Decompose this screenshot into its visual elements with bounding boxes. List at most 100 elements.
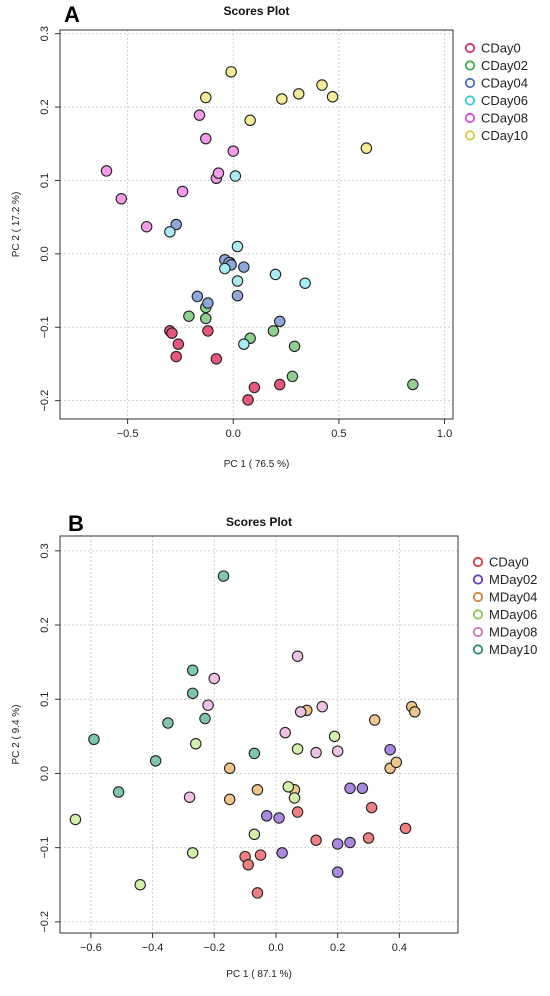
scatter-point [100,165,113,177]
scatter-point [231,240,244,253]
legend-label: CDay04 [481,76,528,91]
scatter-point [140,220,153,233]
scatter-point [331,866,344,878]
scatter-point [407,378,419,391]
scatter-point [170,350,182,363]
scatter-point [294,706,307,718]
scatter-point [212,167,225,179]
scatter-point [316,79,328,91]
scatter-point [227,145,240,157]
scatter-point [191,290,204,303]
legend-marker [472,609,484,620]
legend-marker [472,556,484,568]
scatter-point [231,289,244,302]
scatter-point [344,782,356,795]
scatter-point [286,370,299,383]
chart-title: Scores Plot [226,515,292,529]
y-tick-label: 0.1 [39,173,51,188]
scatter-point [368,714,381,726]
scatter-point [186,664,199,677]
scatter-point [291,743,304,755]
scatter-point [331,838,344,850]
scatter-point [202,699,214,711]
scatter-point [356,782,369,795]
legend-label: CDay02 [481,58,528,73]
scatter-point [288,792,301,804]
scatter-point [291,650,304,662]
scatter-point [299,277,311,289]
x-tick-label: −0.4 [142,942,164,954]
scatter-point [409,706,421,718]
scatter-point [242,858,254,871]
y-tick-label: −0.2 [39,390,51,412]
scatter-point [328,730,341,743]
scatter-point [248,381,261,394]
scatter-point [199,712,211,725]
scatter-point [183,310,195,322]
y-tick-label: 0.0 [39,246,51,261]
scores-plot-b: Scores Plot −0.6 −0.4 −0.2 0.0 0.2 0.4 −0.2 −0.1… [11,515,537,980]
x-tick-label: 0.2 [330,942,345,954]
panel-b: B Scores Plot −0.6 −0.4 −0.2 0.0 0.2 0.4 −0.2 −0… [0,495,550,991]
scatter-point [365,801,378,814]
scatter-point [267,325,280,337]
scatter-point [229,170,242,182]
legend-label: MDay08 [489,625,537,640]
scatter-point [273,378,286,391]
scatter-point [162,717,174,729]
chart-title: Scores Plot [223,4,289,18]
x-axis-label: PC 1 ( 87.1 %) [226,969,292,980]
scatter-point [331,745,344,757]
y-tick-label: 0.2 [39,99,51,114]
x-tick-label: 0.0 [268,942,283,954]
x-tick-label: −0.2 [203,942,225,954]
y-tick-label: 0.2 [39,617,51,632]
scatter-point [186,847,199,859]
scatter-point [399,822,412,835]
legend-marker [472,626,484,638]
scatter-point [326,91,339,103]
legend-marker [464,130,476,141]
scatter-point [276,847,288,859]
scatter-point [190,738,202,750]
scatter-point [134,879,146,891]
scatter-point [251,887,264,899]
scatter-point [254,849,267,861]
scatter-point [282,781,295,793]
legend-marker [464,95,476,106]
scatter-point [200,132,212,145]
x-tick-label: −0.5 [117,428,139,440]
panel-letter-b: B [68,511,84,536]
scatter-point [238,338,250,350]
y-axis-label: PC 2 ( 9.4 %) [11,704,22,764]
scores-plot-a: Scores Plot −0.5 0.0 0.5 1.0 −0.2 −0.1 0.0 0.1 0.… [11,4,528,470]
scatter-point [310,834,322,846]
legend-label: CDay0 [489,555,529,570]
legend-marker [464,77,476,89]
legend-marker [464,60,476,71]
scatter-point [170,218,182,231]
scatter-point [166,327,178,339]
legend-label: CDay0 [481,41,521,56]
legend-marker [472,591,484,603]
scatter-point [288,340,301,353]
scatter-point [269,268,282,281]
panel-letter-a: A [64,2,80,27]
legend-label: CDay08 [481,111,528,126]
scatter-point [242,394,254,406]
legend-marker [472,574,484,585]
scatter-point [310,746,322,759]
scatter-point [176,185,189,198]
scatter-point [251,784,264,796]
scatter-point [223,793,236,806]
legend-label: MDay04 [489,590,537,605]
x-tick-label: 0.0 [226,428,241,440]
legend-label: MDay10 [489,642,537,657]
scatter-point [225,66,237,78]
scatter-point [88,733,100,746]
scatter-point [193,109,206,121]
scatter-point [276,93,288,105]
scatter-point [164,226,176,238]
scatter-point [231,275,244,287]
scatter-point [223,762,236,775]
